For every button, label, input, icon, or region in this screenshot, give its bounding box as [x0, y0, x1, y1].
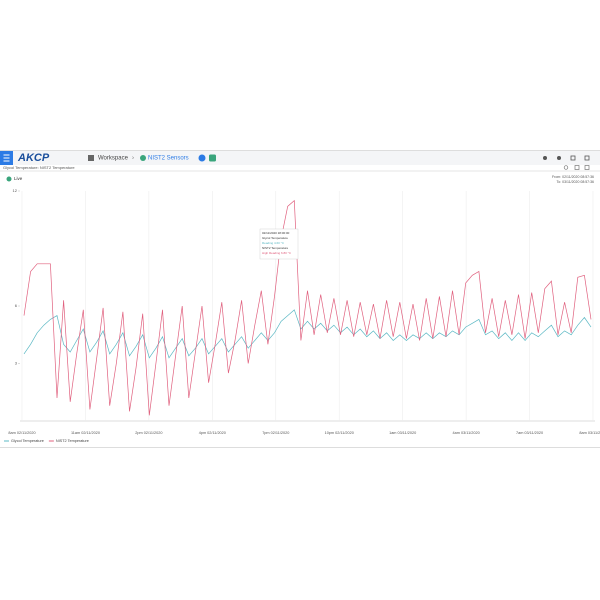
y-tick-label: 3 [15, 361, 18, 366]
toolbar-icons [543, 155, 590, 161]
tooltip-text: NIST2 Temperature [262, 246, 288, 250]
x-tick-label: 2pm 02/11/2020 [135, 431, 162, 435]
tooltip-text: High Reading 6.80 °C [262, 251, 292, 255]
sensor-icon [140, 155, 146, 161]
user-icon[interactable] [543, 156, 547, 160]
nav-sensors[interactable]: NIST2 Sensors [148, 156, 189, 162]
x-tick-label: 1am 03/11/2020 [389, 431, 416, 435]
workspace-icon [88, 155, 94, 161]
add-button[interactable] [198, 154, 206, 162]
tooltip [259, 228, 299, 260]
menu-icon [3, 154, 10, 162]
app-window: AKCP Workspace › NIST2 Sensors Glycol Te… [0, 150, 600, 448]
range-to: To: 03/11/2020 08:57:36 [557, 180, 595, 184]
lock-button[interactable] [209, 154, 216, 162]
live-label: Live [14, 176, 23, 181]
logo: AKCP [17, 152, 50, 164]
export-icon[interactable] [574, 165, 580, 170]
nav-workspace[interactable]: Workspace [98, 156, 129, 162]
bell-icon[interactable] [557, 156, 561, 160]
plot: 8am 02/11/2020 11am 02/11/2020 2pm 02/11/2… [4, 188, 600, 443]
x-tick-label: 10pm 02/11/2020 [325, 431, 354, 435]
x-tick-label: 8am 03/11/2020 [579, 431, 600, 435]
range-from: From: 02/11/2020 08:57:36 [552, 175, 594, 179]
series-line [23, 199, 592, 416]
x-tick-label: 11am 02/11/2020 [71, 431, 100, 435]
legend-label: Glycol Temperature [11, 439, 44, 443]
tooltip-text: Glycol Temperature [262, 236, 288, 240]
x-tick-label: 4am 03/11/2020 [453, 431, 480, 435]
live-dot [6, 176, 12, 182]
chart-tools [563, 165, 590, 170]
nav-separator: › [132, 156, 134, 162]
x-tick-label: 4pm 02/11/2020 [199, 431, 226, 435]
chart-title: Glycol Temperature: NIST2 Temperature [3, 165, 75, 170]
x-tick-label: 7pm 02/11/2020 [262, 431, 289, 435]
tooltip-text: 02/11/2020 18:00:00 [262, 231, 290, 235]
top-bar [0, 151, 600, 165]
legend-label: NIST2 Temperature [56, 439, 89, 443]
refresh-icon[interactable] [563, 165, 569, 170]
x-tick-label: 7am 03/11/2020 [516, 431, 543, 435]
series-line [23, 309, 592, 359]
settings-icon[interactable] [584, 165, 590, 170]
y-tick-label: 12 [13, 188, 18, 193]
exit-icon[interactable] [584, 155, 590, 161]
tooltip-text: Reading 4.60 °C [262, 241, 285, 245]
y-tick-label: 6 [15, 303, 18, 308]
fullscreen-icon[interactable] [570, 155, 576, 161]
ui: AKCP Workspace › NIST2 Sensors Glycol Te… [0, 151, 600, 443]
x-tick-label: 8am 02/11/2020 [8, 431, 35, 435]
